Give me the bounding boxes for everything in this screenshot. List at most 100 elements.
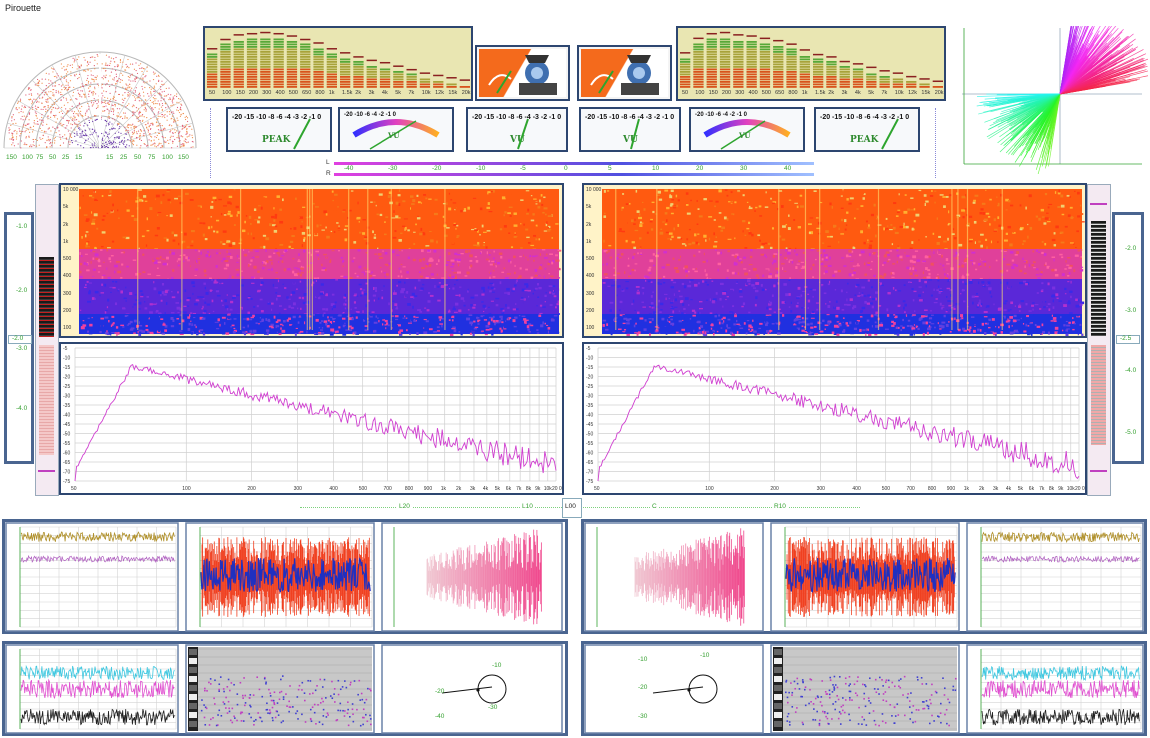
- spectro-pixel: [248, 215, 252, 219]
- spectro-pixel: [414, 314, 419, 317]
- spectro-pixel: [100, 292, 105, 294]
- spectro-pixel: [485, 328, 490, 331]
- spectro-pixel: [458, 214, 463, 216]
- polar-dot: [50, 112, 52, 114]
- spectro-pixel: [111, 315, 115, 318]
- spectrum-bar-segment: [260, 48, 271, 51]
- polar-dot: [90, 70, 92, 72]
- polar-dot: [167, 106, 169, 108]
- spectro-pixel: [399, 333, 403, 336]
- polar-dot: [61, 93, 63, 96]
- polar-dot: [60, 75, 62, 77]
- spectro-pixel: [336, 252, 341, 256]
- spectro-pixel: [543, 196, 546, 199]
- spectro-pixel: [356, 217, 359, 220]
- spectrum-peak-hold: [852, 63, 864, 65]
- polar-dot: [58, 83, 60, 86]
- spectrum-bar-segment: [799, 63, 810, 66]
- polar-dot: [86, 83, 88, 86]
- spectro-pixel: [161, 258, 166, 260]
- spectro-pixel: [365, 252, 368, 254]
- polar-dot: [65, 108, 67, 110]
- gonio-ray: [1059, 26, 1074, 95]
- spectro-pixel: [476, 244, 480, 247]
- spectro-pixel: [453, 329, 457, 333]
- spectro-pixel: [391, 315, 395, 317]
- polar-dot: [11, 144, 13, 146]
- spectro-pixel: [234, 271, 237, 274]
- spectro-pixel: [109, 190, 112, 194]
- spectro-pixel: [256, 329, 259, 333]
- spectro-pixel: [815, 217, 819, 219]
- spectro-pixel: [388, 302, 390, 306]
- polar-dot: [144, 99, 146, 101]
- gonio-ray: [1008, 93, 1061, 119]
- spectro-pixel: [397, 194, 401, 197]
- spectro-pixel: [429, 294, 434, 297]
- polar-dot: [113, 99, 115, 101]
- spectro-pixel: [86, 218, 90, 221]
- spectrum-bar-segment: [773, 61, 784, 63]
- spectro-pixel: [945, 245, 948, 249]
- spectro-pixel: [412, 305, 414, 309]
- polar-dot: [128, 95, 130, 97]
- spectrum-bar-segment: [786, 66, 797, 68]
- spectro-pixel: [189, 271, 193, 274]
- spectro-pixel: [536, 329, 539, 331]
- spectrum-bar-segment: [313, 68, 324, 71]
- spectrum-bar-segment: [706, 63, 717, 66]
- spectro-pixel: [406, 290, 409, 294]
- spectro-pixel: [165, 263, 169, 266]
- spectro-pixel: [479, 207, 483, 211]
- polar-dot: [88, 105, 90, 108]
- spectro-pixel: [1013, 237, 1018, 241]
- spectrum-peak-hold: [746, 35, 757, 37]
- spectrum-bar-segment: [273, 48, 284, 51]
- spectro-pixel: [106, 333, 111, 336]
- spectrum-bar-segment: [706, 68, 717, 71]
- spectro-pixel: [353, 315, 355, 318]
- polar-dot: [84, 114, 87, 116]
- spectro-pixel: [438, 283, 441, 286]
- polar-dot: [101, 132, 103, 135]
- spectro-pixel: [112, 203, 114, 207]
- spectrum-bar-segment: [680, 66, 691, 68]
- spectro-pixel: [273, 219, 276, 222]
- freq-label: 800: [788, 90, 798, 96]
- freq-label: 650: [775, 90, 785, 96]
- spectro-pixel: [301, 296, 305, 300]
- spectrum-bar-segment: [313, 73, 324, 76]
- spectro-pixel: [513, 224, 518, 227]
- spectro-pixel: [785, 247, 788, 250]
- level-tick: -1.0: [16, 223, 28, 230]
- spectro-pixel: [505, 195, 508, 199]
- spectro-pixel: [288, 317, 291, 320]
- spectro-pixel: [184, 311, 187, 314]
- spectro-pixel: [838, 241, 840, 244]
- level-tick: -2.0: [16, 287, 28, 294]
- spectro-pixel: [316, 333, 321, 335]
- spectro-pixel: [280, 308, 284, 312]
- spectro-pixel: [454, 258, 458, 261]
- spectro-pixel: [122, 255, 126, 259]
- spectro-pixel: [110, 266, 113, 268]
- polar-dot: [69, 133, 71, 135]
- polar-dot: [85, 133, 87, 135]
- spectro-pixel: [539, 199, 541, 203]
- spectro-pixel: [231, 324, 235, 327]
- spectro-pixel: [259, 201, 262, 204]
- polar-dot: [181, 145, 183, 147]
- level-peak-line: [1090, 470, 1107, 472]
- freq-label: 300: [262, 90, 272, 96]
- polar-dot: [77, 110, 80, 112]
- spectro-pixel: [544, 294, 547, 298]
- peak-needle: [881, 118, 899, 150]
- spectro-pixel: [633, 223, 636, 225]
- spectro-pixel: [334, 318, 339, 321]
- spectro-pixel: [1005, 198, 1009, 202]
- spectro-pixel: [304, 271, 308, 273]
- spectro-pixel: [166, 238, 169, 242]
- spectro-pixel: [439, 323, 443, 325]
- spectro-pixel: [291, 235, 295, 237]
- spectro-pixel: [247, 264, 250, 267]
